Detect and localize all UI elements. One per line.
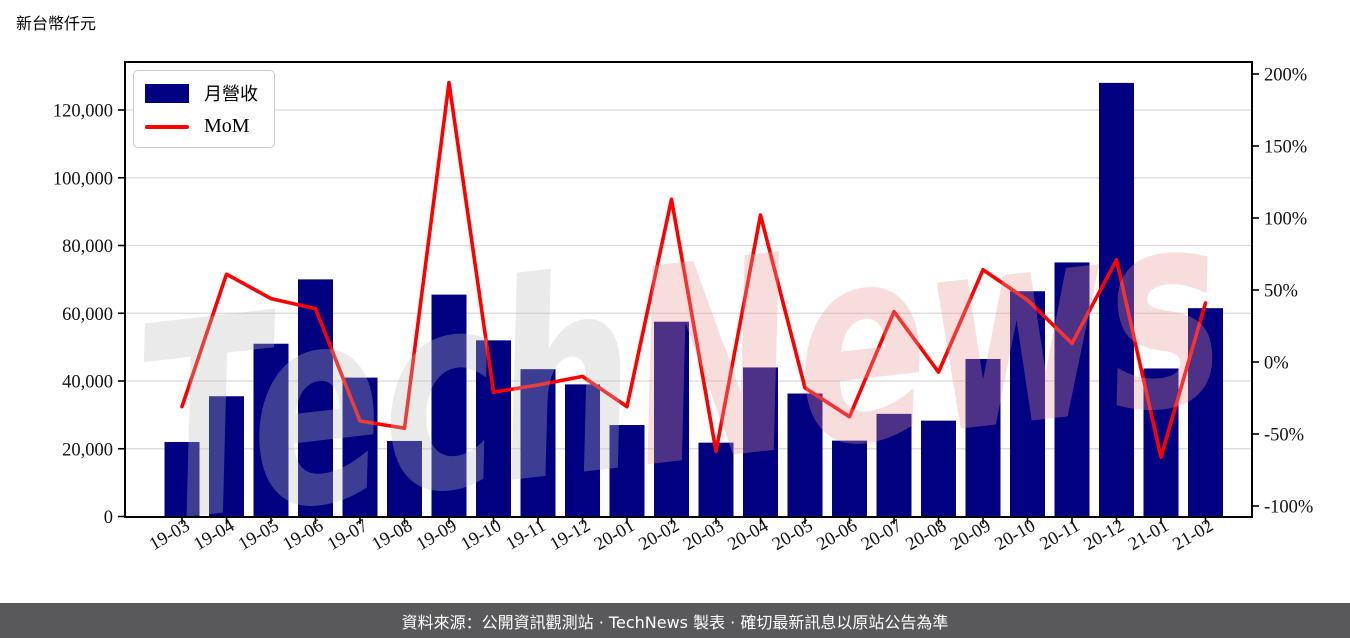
revenue-bar <box>698 442 734 517</box>
left-tick-label: 0 <box>104 508 113 528</box>
x-tick-label: 20-05 <box>769 516 816 555</box>
right-tick-label: 0% <box>1264 354 1289 374</box>
x-tick-label: 20-12 <box>1081 516 1128 555</box>
right-tick-label: 100% <box>1264 210 1307 230</box>
revenue-bar <box>431 294 467 517</box>
mom-line <box>180 80 1208 459</box>
revenue-bar <box>209 396 244 517</box>
left-tick-label: 20,000 <box>62 440 113 460</box>
right-tick-label: 150% <box>1264 138 1307 158</box>
x-tick-label: 21-01 <box>1125 516 1172 555</box>
revenue-bar <box>921 420 956 517</box>
legend: 月營收 MoM <box>133 70 275 148</box>
revenue-bar <box>1099 82 1134 517</box>
revenue-bar <box>876 413 912 517</box>
watermark-text: TechNews <box>124 148 1238 584</box>
y-axis-right: -100% -50% 0% 50% 100% 150% 200% <box>1252 66 1313 518</box>
x-tick-label: 21-02 <box>1170 516 1217 555</box>
legend-item-revenue: 月營收 <box>145 80 258 106</box>
right-tick-label: -100% <box>1264 498 1313 518</box>
revenue-bar <box>387 440 422 517</box>
legend-item-mom: MoM <box>145 115 258 138</box>
revenue-bar <box>1054 262 1090 517</box>
revenue-bar <box>298 279 333 517</box>
left-tick-label: 120,000 <box>53 102 113 122</box>
axis-unit-title: 新台幣仟元 <box>16 14 97 33</box>
legend-revenue-label: 月營收 <box>204 84 258 105</box>
mom-swatch <box>145 124 189 129</box>
revenue-bar <box>253 343 289 517</box>
x-tick-label: 20-07 <box>858 516 905 555</box>
revenue-bar <box>654 321 689 517</box>
revenue-bar <box>787 393 823 517</box>
revenue-bar <box>965 358 1001 517</box>
source-footer: 資料來源：公開資訊觀測站 · TechNews 製表 · 確切最新訊息以原站公告… <box>0 603 1350 638</box>
revenue-swatch <box>145 83 189 103</box>
revenue-bar <box>1143 368 1179 517</box>
technews-watermark: TechNews <box>124 148 1238 584</box>
legend-mom-label: MoM <box>204 115 250 137</box>
revenue-bar <box>1010 291 1045 517</box>
right-tick-label: 50% <box>1264 282 1298 302</box>
x-tick-label: 20-06 <box>814 516 861 555</box>
revenue-bars <box>164 82 1223 517</box>
revenue-mom-chart: TechNews 0 20,000 40,000 60,000 80,000 100,000… <box>53 61 1313 584</box>
revenue-bar <box>609 425 645 517</box>
revenue-bar <box>520 369 556 517</box>
source-footer-text: 資料來源：公開資訊觀測站 · TechNews 製表 · 確切最新訊息以原站公告… <box>401 612 949 632</box>
left-tick-label: 80,000 <box>62 237 113 257</box>
right-tick-label: -50% <box>1264 426 1304 446</box>
left-tick-label: 100,000 <box>53 169 113 189</box>
revenue-bar <box>476 340 511 517</box>
revenue-bar <box>565 384 600 517</box>
revenue-bar <box>164 441 200 517</box>
x-tick-label: 20-10 <box>992 516 1039 555</box>
x-tick-label: 20-08 <box>903 516 950 555</box>
x-tick-label: 20-04 <box>725 516 772 555</box>
left-tick-label: 40,000 <box>62 373 113 393</box>
x-tick-label: 20-09 <box>947 516 994 555</box>
y-axis-left: 0 20,000 40,000 60,000 80,000 100,000 120,000 <box>53 102 125 528</box>
revenue-bar <box>743 367 778 517</box>
revenue-bar <box>832 440 867 517</box>
left-tick-label: 60,000 <box>62 305 113 325</box>
right-tick-label: 200% <box>1264 66 1307 86</box>
x-tick-label: 20-11 <box>1037 516 1084 555</box>
revenue-bar <box>342 377 378 517</box>
